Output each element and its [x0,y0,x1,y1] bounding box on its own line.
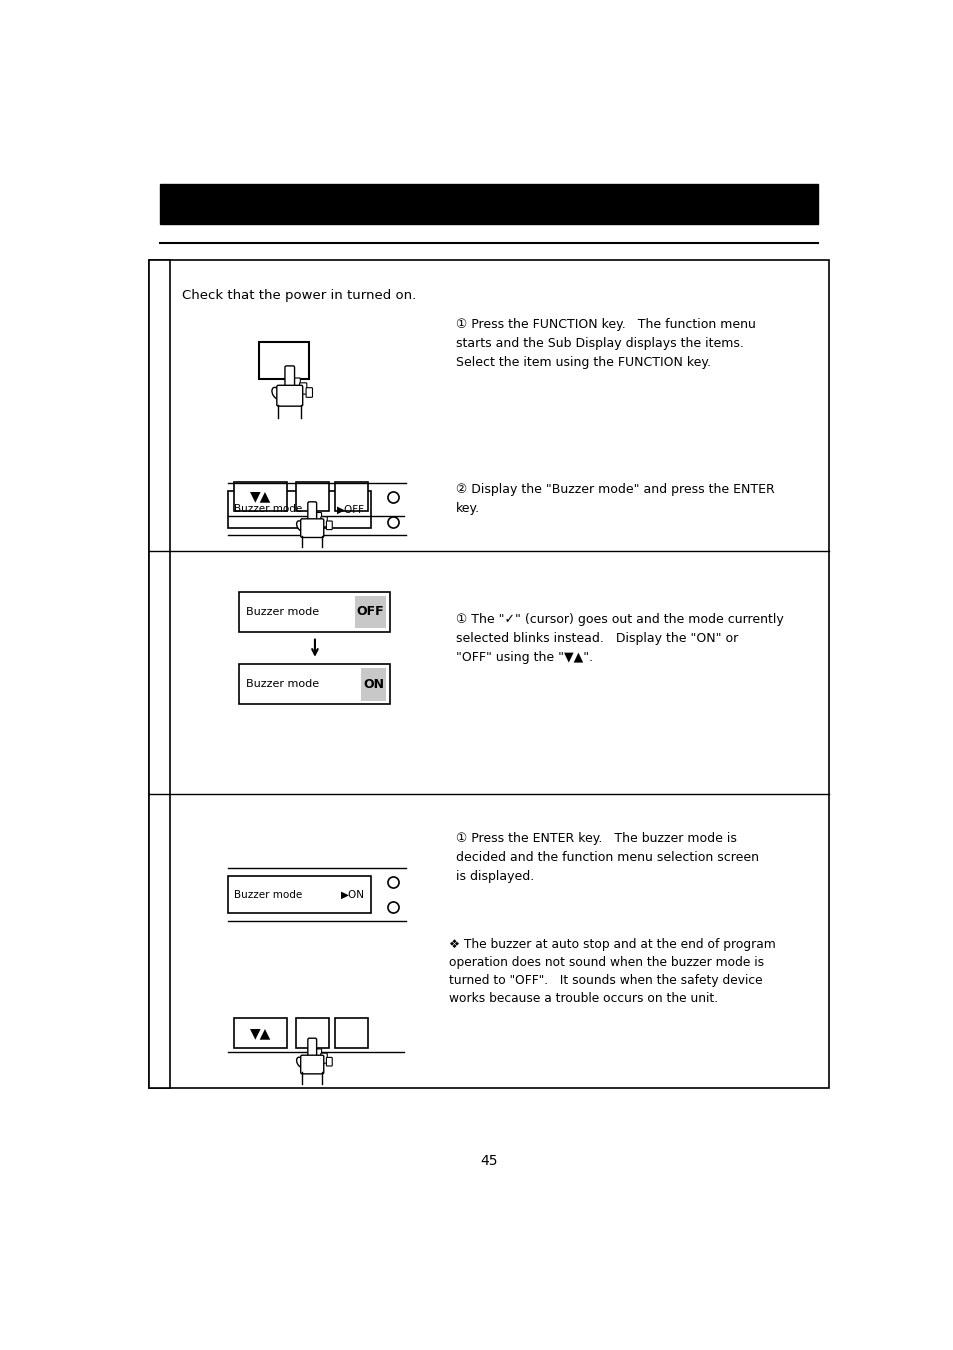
Bar [159,184,818,224]
Bar [233,1018,286,1048]
FancyBboxPatch shape [285,366,294,389]
FancyBboxPatch shape [300,518,323,537]
Bar [258,342,309,379]
Text: OFF: OFF [356,606,384,618]
Bar [149,259,171,1088]
Ellipse shape [296,1057,305,1068]
FancyBboxPatch shape [300,1056,323,1073]
FancyBboxPatch shape [293,378,300,392]
Bar [239,664,390,705]
Bar [335,482,368,512]
Bar [149,259,828,1088]
Text: ▶ON: ▶ON [340,890,365,899]
Text: Buzzer mode: Buzzer mode [245,679,318,690]
Ellipse shape [296,521,305,532]
FancyBboxPatch shape [308,502,316,522]
Text: ① The "✓" (cursor) goes out and the mode currently
selected blinks instead.   Di: ① The "✓" (cursor) goes out and the mode… [456,613,783,664]
Text: ON: ON [362,678,383,691]
FancyBboxPatch shape [306,387,313,397]
Text: ▼▲: ▼▲ [250,490,271,504]
Bar [228,491,371,528]
Text: Check that the power in turned on.: Check that the power in turned on. [182,289,416,302]
FancyBboxPatch shape [326,1057,332,1066]
Text: ❖ The buzzer at auto stop and at the end of program
operation does not sound whe: ❖ The buzzer at auto stop and at the end… [448,938,775,1006]
FancyBboxPatch shape [314,1049,321,1060]
Text: Buzzer mode: Buzzer mode [233,890,302,899]
Text: ① Press the FUNCTION key.   The function menu
starts and the Sub Display display: ① Press the FUNCTION key. The function m… [456,317,756,369]
Ellipse shape [272,387,281,400]
FancyBboxPatch shape [299,383,307,394]
Text: ▶OFF: ▶OFF [336,505,365,514]
Bar [335,1018,368,1048]
Bar [295,1018,329,1048]
Bar [239,591,390,632]
FancyBboxPatch shape [320,1053,327,1064]
FancyBboxPatch shape [276,385,302,406]
Text: ② Display the "Buzzer mode" and press the ENTER
key.: ② Display the "Buzzer mode" and press th… [456,483,774,516]
Bar [233,482,286,512]
FancyBboxPatch shape [326,521,332,529]
Bar [295,482,329,512]
FancyBboxPatch shape [308,1038,316,1058]
FancyBboxPatch shape [314,513,321,524]
Text: ① Press the ENTER key.   The buzzer mode is
decided and the function menu select: ① Press the ENTER key. The buzzer mode i… [456,832,759,883]
Bar [355,595,385,628]
Text: ▼▲: ▼▲ [250,1026,271,1040]
Text: Buzzer mode: Buzzer mode [233,505,302,514]
Bar [228,876,371,913]
FancyBboxPatch shape [320,517,327,526]
Bar [360,668,385,701]
Text: 45: 45 [479,1154,497,1169]
Text: Buzzer mode: Buzzer mode [245,608,318,617]
